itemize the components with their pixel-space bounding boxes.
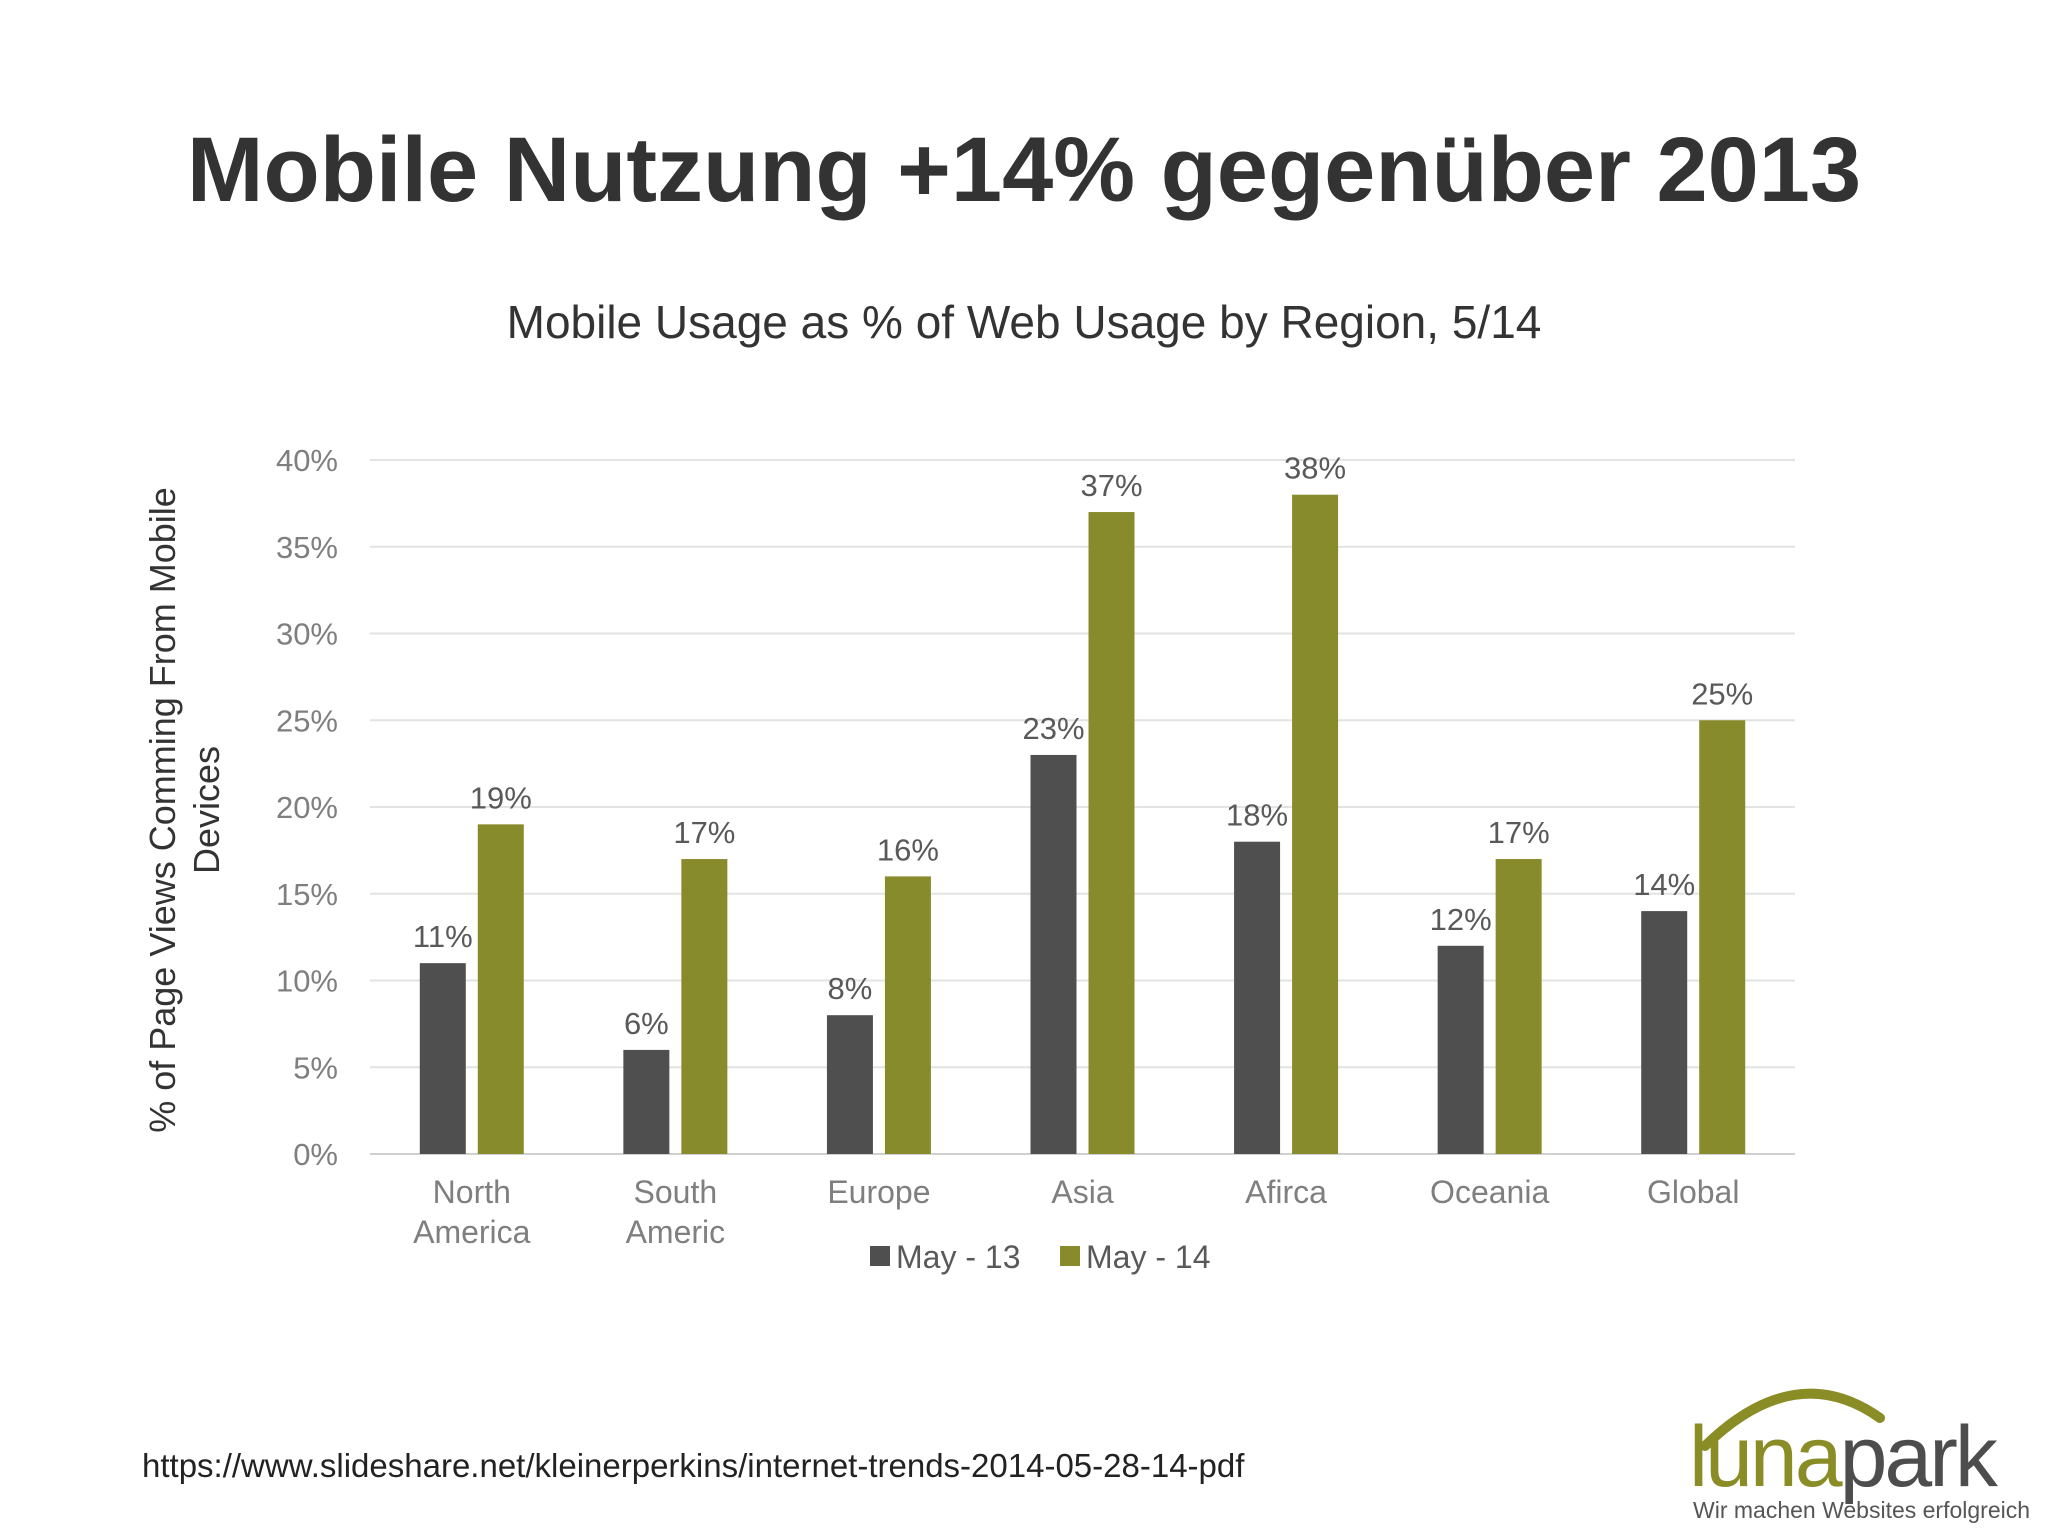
bar	[884, 876, 931, 1154]
y-tick-label: 0%	[293, 1137, 338, 1172]
data-label: 6%	[624, 1006, 669, 1041]
category-label: Asia	[1051, 1174, 1113, 1210]
logo-luna: luna	[1689, 1409, 1843, 1505]
y-tick-label: 5%	[293, 1050, 338, 1085]
bar	[1699, 720, 1746, 1154]
category-label-line: Europe	[827, 1174, 930, 1210]
category-label-line: America	[413, 1214, 531, 1250]
logo-arc-icon	[1700, 1388, 1885, 1451]
data-label: 25%	[1691, 676, 1753, 711]
bars	[419, 494, 1746, 1154]
data-label: 19%	[470, 780, 532, 815]
bar	[681, 859, 728, 1154]
y-axis-ticks: 0% 5% 10% 15% 20% 25% 30% 35% 40%	[276, 443, 338, 1172]
data-label: 38%	[1284, 451, 1346, 486]
legend-entry: May - 14	[1086, 1239, 1210, 1275]
bar	[826, 1015, 873, 1154]
data-label: 11%	[413, 919, 473, 954]
category-label-line: Asia	[1051, 1174, 1113, 1210]
bar	[477, 824, 524, 1154]
category-label-line: Afirca	[1245, 1174, 1327, 1210]
slide-title: Mobile Nutzung +14% gegenüber 2013	[186, 119, 1862, 221]
data-label: 8%	[828, 971, 873, 1006]
data-label: 12%	[1430, 902, 1492, 937]
bar	[1641, 911, 1688, 1154]
data-label: 16%	[877, 832, 939, 867]
legend-swatch	[1060, 1246, 1080, 1266]
category-label: Europe	[827, 1174, 930, 1210]
y-tick-label: 10%	[276, 964, 338, 999]
y-axis-label-line: Devices	[186, 746, 227, 874]
bar	[1292, 494, 1339, 1154]
category-label: Oceania	[1430, 1174, 1549, 1210]
bar	[1495, 859, 1542, 1154]
bar	[419, 963, 466, 1154]
source-link[interactable]: https://www.slideshare.net/kleinerperkin…	[142, 1447, 1245, 1484]
logo-tagline: Wir machen Websites erfolgreich	[1693, 1497, 2030, 1523]
chart-title: Mobile Usage as % of Web Usage by Region…	[507, 296, 1542, 348]
bar	[1234, 841, 1281, 1154]
lunapark-logo: lunapark Wir machen Websites erfolgreich	[1689, 1388, 2030, 1523]
category-label: Afirca	[1245, 1174, 1327, 1210]
y-tick-label: 35%	[276, 530, 338, 565]
bar	[623, 1049, 670, 1154]
logo-park: park	[1840, 1409, 1999, 1505]
data-label: 17%	[673, 815, 735, 850]
data-label: 37%	[1080, 468, 1142, 503]
y-tick-label: 30%	[276, 617, 338, 652]
category-label-line: Global	[1647, 1174, 1740, 1210]
y-tick-label: 15%	[276, 877, 338, 912]
category-labels: North America South Americ Europe Asia Afirca O…	[413, 1174, 1739, 1250]
y-tick-label: 20%	[276, 790, 338, 825]
bar	[1030, 754, 1077, 1154]
category-label-line: North	[433, 1174, 511, 1210]
category-label-line: Oceania	[1430, 1174, 1549, 1210]
gridlines	[370, 459, 1795, 1155]
legend-swatch	[870, 1246, 890, 1266]
logo-wordmark: lunapark	[1689, 1409, 1999, 1505]
data-label: 14%	[1633, 867, 1695, 902]
bar	[1088, 512, 1135, 1154]
y-axis-label-text: % of Page Views Comming From MobileDevic…	[142, 487, 227, 1133]
category-label: North America	[413, 1174, 531, 1250]
y-tick-label: 25%	[276, 703, 338, 738]
category-label-line: Americ	[626, 1214, 726, 1250]
category-label: Global	[1647, 1174, 1740, 1210]
y-axis-label: % of Page Views Comming From MobileDevic…	[142, 487, 227, 1133]
y-tick-label: 40%	[276, 443, 338, 478]
data-labels: 11% 19% 6% 17% 8% 16% 23% 37% 18% 38% 12% 17% 14% 25%	[413, 451, 1753, 1041]
data-label: 17%	[1488, 815, 1550, 850]
bar	[1437, 945, 1484, 1154]
bar-chart: Mobile Usage as % of Web Usage by Region…	[142, 296, 1795, 1275]
legend-entry: May - 13	[896, 1239, 1020, 1275]
category-label: South Americ	[626, 1174, 726, 1250]
data-label: 18%	[1226, 798, 1288, 833]
category-label-line: South	[634, 1174, 718, 1210]
y-axis-label-line: % of Page Views Comming From Mobile	[142, 487, 183, 1133]
data-label: 23%	[1022, 711, 1084, 746]
legend: May - 13 May - 14	[870, 1239, 1210, 1275]
